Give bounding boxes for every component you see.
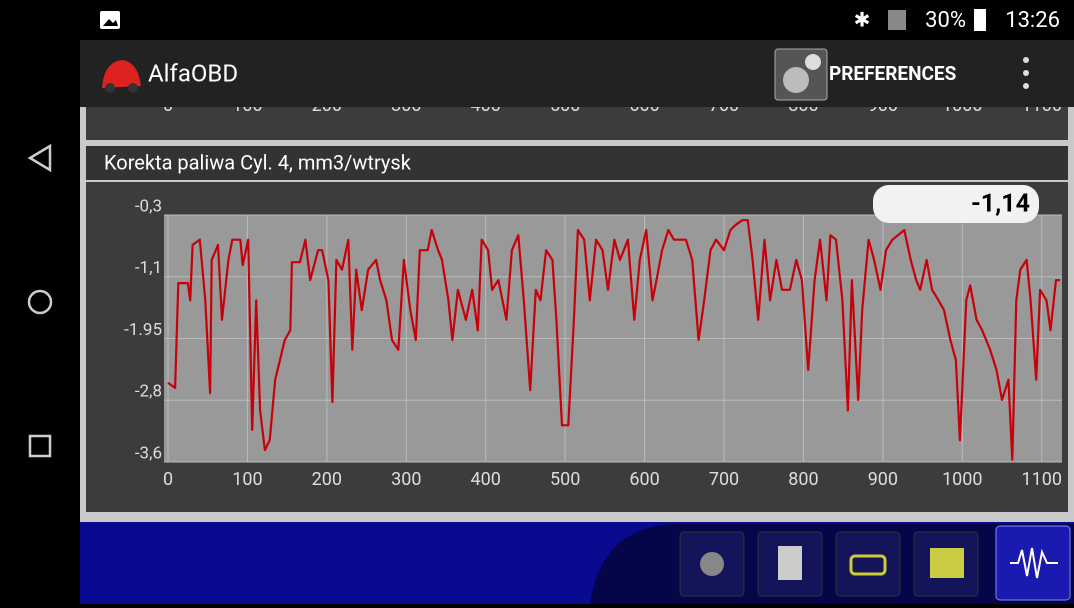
clock: 13:26 [1005, 8, 1060, 33]
previous-x-tick-label: 1000 [942, 95, 982, 116]
previous-x-tick-label: 300 [391, 95, 421, 116]
value-badge [873, 185, 1039, 223]
sim-icon [888, 10, 906, 30]
previous-x-tick-label: 500 [550, 95, 580, 116]
x-tick-label: 1000 [942, 469, 982, 490]
previous-x-tick-label: 0 [163, 95, 173, 116]
x-tick-label: 0 [163, 469, 173, 490]
previous-chart [86, 107, 1068, 140]
overflow-dot[interactable] [1023, 70, 1029, 76]
chart-title: Korekta paliwa Cyl. 4, mm3/wtrysk [104, 150, 412, 174]
x-tick-label: 600 [629, 469, 659, 490]
y-tick-label: -2,8 [135, 382, 162, 402]
x-tick-label: 500 [550, 469, 580, 490]
current-value: -1,14 [971, 190, 1030, 219]
previous-x-tick-label: 700 [709, 95, 739, 116]
y-tick-label: -3,6 [135, 443, 162, 463]
battery-icon [974, 9, 986, 31]
previous-x-tick-label: 900 [868, 95, 898, 116]
home-button[interactable] [27, 289, 53, 315]
x-tick-label: 800 [788, 469, 818, 490]
x-tick-label: 900 [868, 469, 898, 490]
chart-header [86, 146, 1068, 180]
data-line [167, 219, 1060, 461]
gear [805, 54, 821, 70]
x-tick-label: 700 [709, 469, 739, 490]
overflow-dot[interactable] [1023, 57, 1029, 63]
back-button[interactable] [27, 143, 52, 173]
previous-chart-axis: 0 100 200 300 400 500 600 700 800 900 1000 1100 [163, 95, 1062, 116]
x-tick-label: 200 [312, 469, 342, 490]
previous-x-tick-label: 800 [788, 95, 818, 116]
tool-icon [930, 548, 964, 578]
tool-icon [849, 554, 887, 576]
y-tick-label: -1.95 [124, 320, 162, 340]
tool-icon [700, 552, 724, 576]
recents-button[interactable] [28, 434, 52, 458]
gear [783, 67, 809, 93]
x-tick-label: 400 [471, 469, 501, 490]
app-logo-wheel [105, 83, 115, 93]
gallery-icon-glyph [103, 19, 118, 26]
x-tick-label: 1100 [1021, 469, 1061, 490]
previous-x-tick-label: 200 [312, 95, 342, 116]
battery-text: 30% [925, 8, 966, 33]
bluetooth-icon: ✱ [854, 7, 871, 31]
x-tick-label: 300 [391, 469, 421, 490]
app-title: AlfaOBD [148, 59, 238, 87]
tool-button-active[interactable] [995, 525, 1071, 601]
x-tick-label: 100 [232, 469, 262, 490]
app-logo-wheel [128, 83, 138, 93]
app-logo [102, 60, 141, 88]
overflow-dot[interactable] [1023, 83, 1029, 89]
tool-icon [778, 546, 802, 580]
previous-x-tick-label: 400 [471, 95, 501, 116]
tool-button[interactable] [835, 531, 901, 597]
previous-x-tick-label: 100 [232, 95, 262, 116]
preferences-button[interactable]: PREFERENCES [829, 62, 957, 85]
tool-icon [1010, 547, 1058, 579]
app-bar [80, 40, 1074, 107]
previous-x-tick-label: 600 [629, 95, 659, 116]
y-tick-label: -1,1 [135, 258, 162, 278]
y-tick-label: -0,3 [135, 196, 162, 216]
previous-x-tick-label: 1100 [1021, 95, 1061, 116]
chart: -0,3 -1,1 -1.95 -2,8 -3,60 100 200 300 400 500 600… [124, 196, 1062, 490]
